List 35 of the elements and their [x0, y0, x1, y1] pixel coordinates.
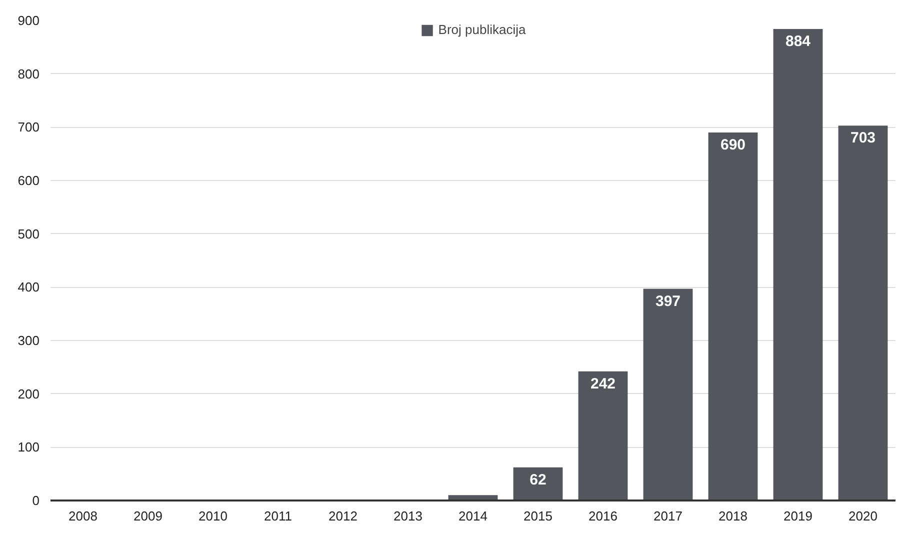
x-tick-label: 2013 — [394, 508, 422, 524]
y-tick-label: 100 — [18, 440, 40, 455]
y-tick-label: 300 — [18, 333, 40, 348]
x-tick-label: 2009 — [134, 508, 162, 524]
text: 703 — [850, 130, 876, 147]
legend-label: Broj publikacija — [438, 22, 526, 37]
x-tick-label: 2010 — [198, 508, 228, 524]
y-tick-label: 800 — [18, 66, 40, 82]
y-tick-label: 600 — [18, 173, 40, 188]
y-tick-label: 400 — [18, 280, 40, 295]
y-tick-label: 500 — [18, 226, 40, 242]
y-tick-label: 900 — [18, 13, 40, 28]
text: 242 — [590, 375, 616, 392]
x-tick-label: 2008 — [68, 508, 98, 524]
text: 884 — [785, 33, 811, 50]
bar — [838, 126, 888, 500]
x-tick-label: 2017 — [654, 508, 682, 524]
text: 690 — [720, 136, 746, 154]
x-tick-label: 2019 — [784, 508, 812, 524]
x-tick-label: 2011 — [264, 508, 292, 524]
y-tick-label: 200 — [18, 386, 40, 402]
x-tick-label: 2015 — [524, 508, 552, 524]
x-tick-label: 2016 — [588, 508, 618, 524]
bar — [578, 371, 628, 500]
x-tick-label: 2020 — [848, 508, 878, 524]
y-tick-label: 700 — [18, 120, 40, 135]
x-tick-label: 2014 — [458, 508, 488, 524]
text: 397 — [655, 292, 681, 310]
x-tick-label: 2012 — [328, 508, 358, 524]
bar — [773, 29, 823, 500]
x-tick-label: 2018 — [718, 508, 748, 524]
bar — [708, 132, 758, 500]
bar — [643, 288, 693, 500]
y-tick-label: 0 — [32, 493, 40, 508]
text: 62 — [530, 471, 546, 488]
